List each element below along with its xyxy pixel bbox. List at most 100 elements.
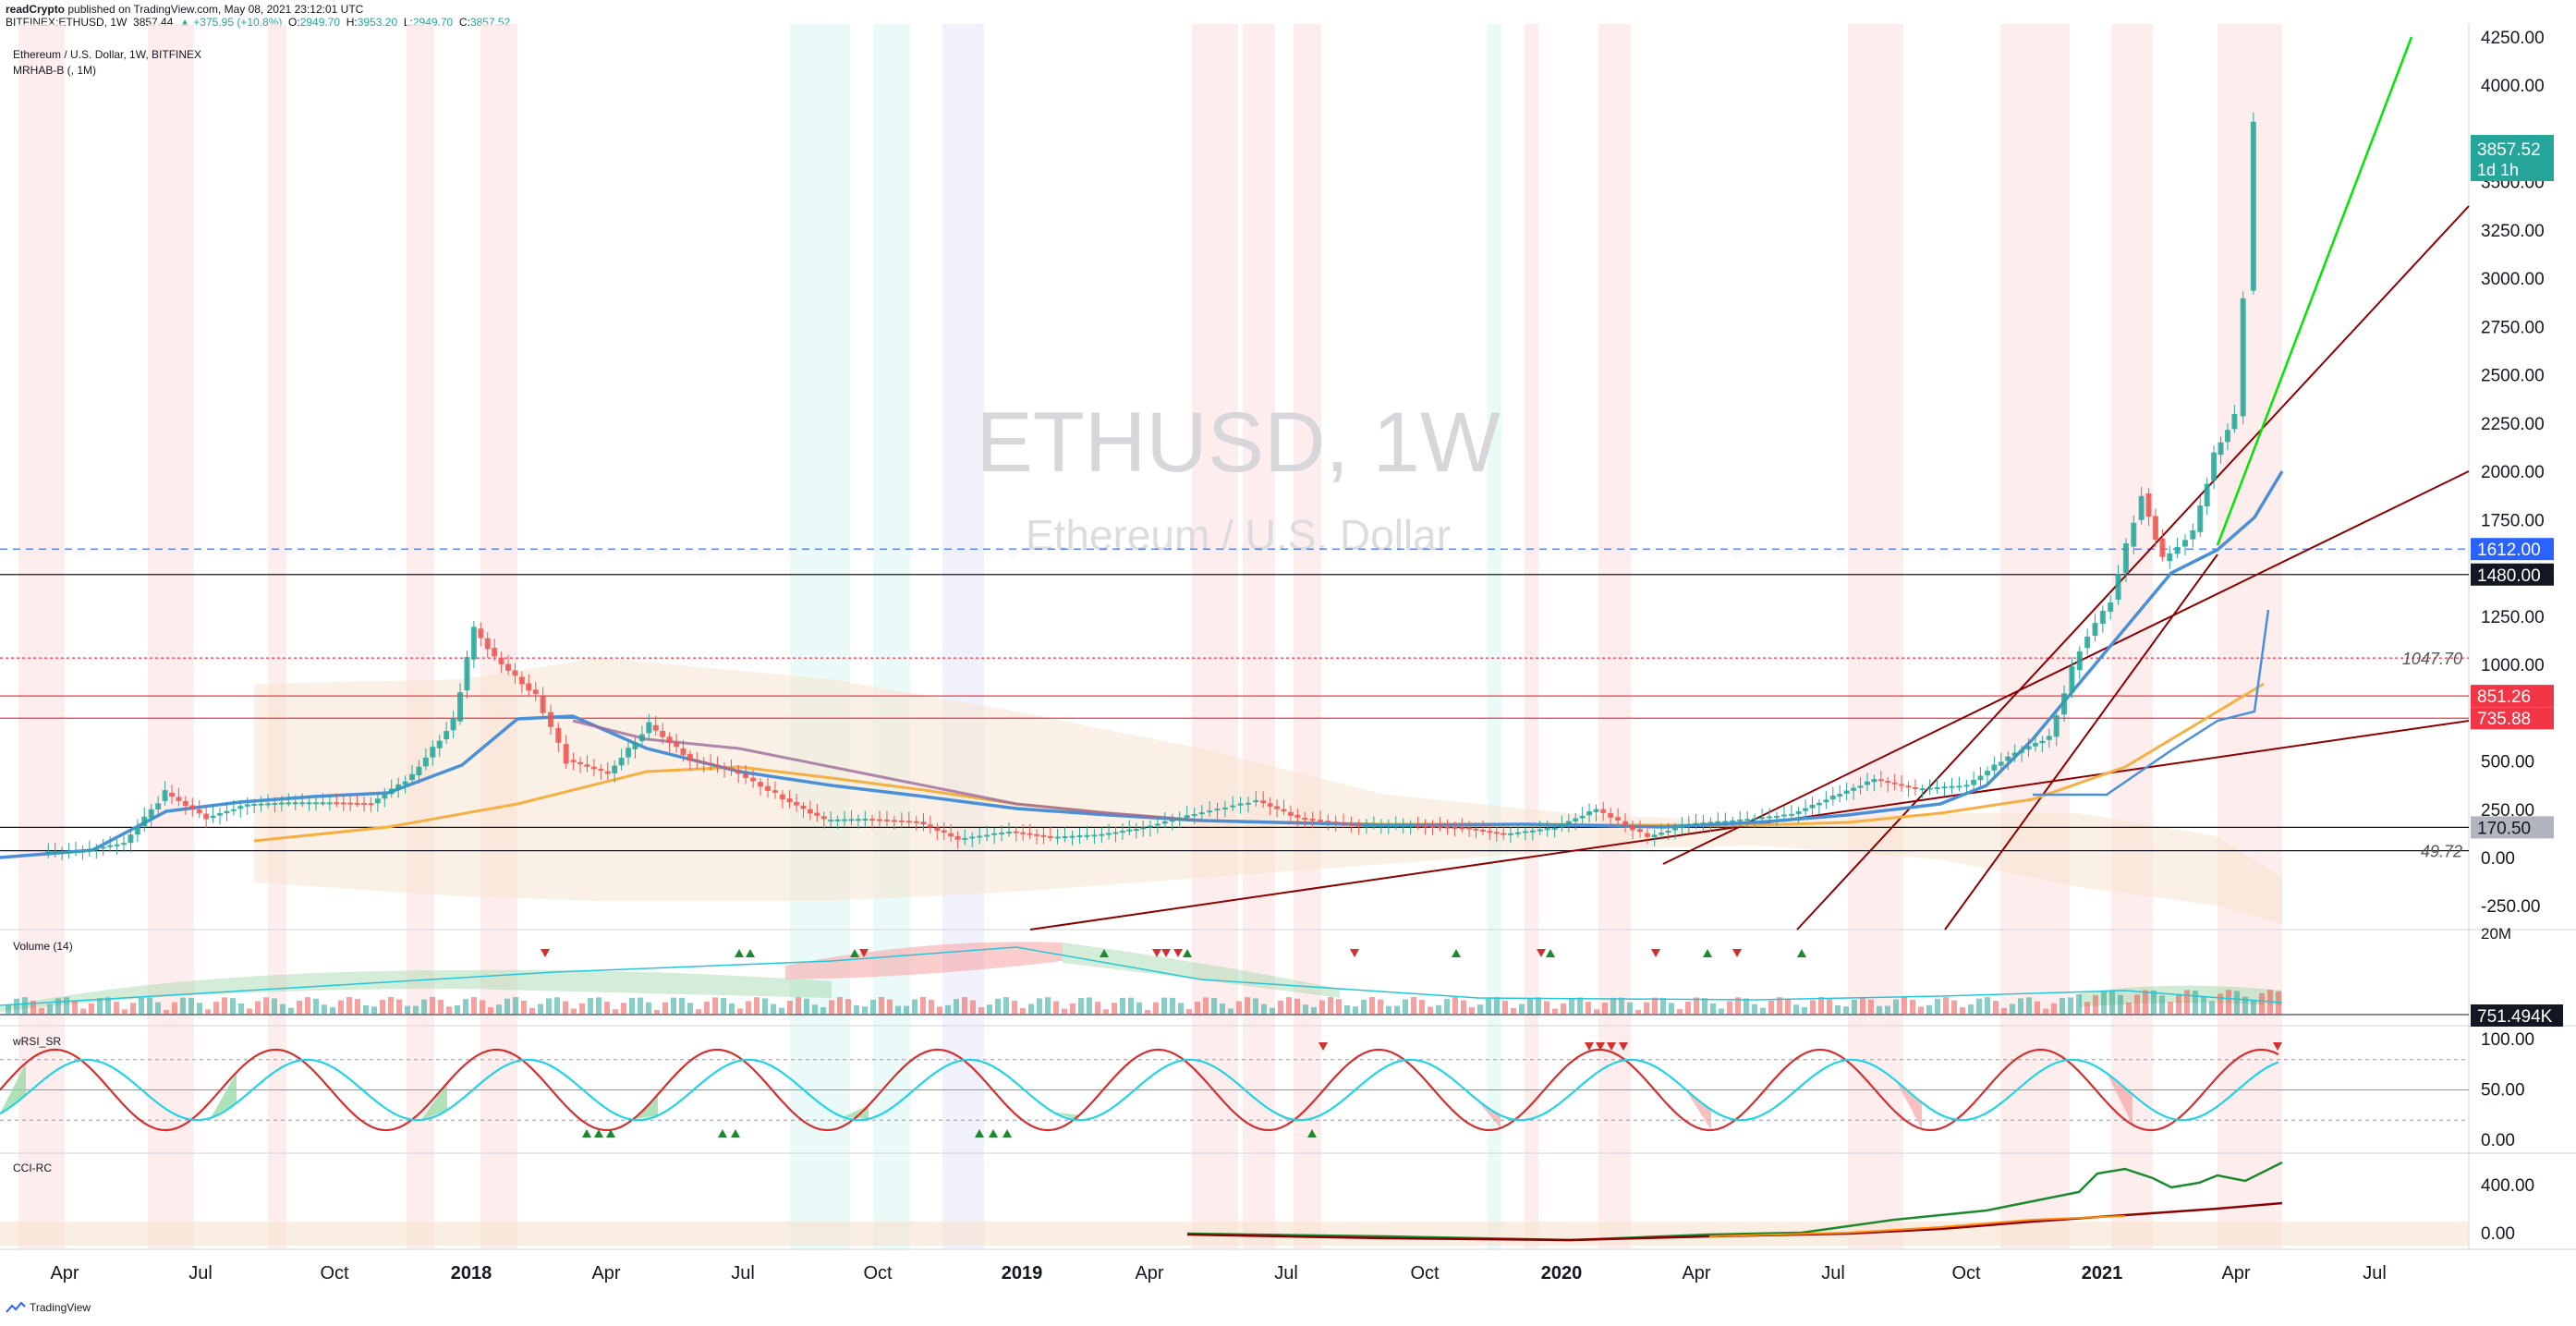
candle-body [244,804,250,807]
time-tick-label: Jul [731,1263,755,1283]
volume-bar [1028,1004,1034,1014]
volume-bar [55,998,61,1014]
time-tick-label: Oct [1951,1263,1981,1283]
volume-tick-label: 20M [2481,925,2511,943]
candle-body [1332,821,1339,824]
volume-bar [1552,1008,1558,1014]
candle-body [1963,785,1970,787]
candle-body [313,802,320,805]
volume-bar [1752,1004,1757,1014]
candle-body [532,689,539,694]
candle-body [913,821,919,823]
candle-body [2092,623,2098,637]
volume-bar [1810,1000,1816,1014]
volume-bar [288,1007,294,1014]
candle-body [230,809,237,811]
volume-bar [613,1009,618,1014]
volume-bar [754,997,759,1014]
candle-body [1823,799,1829,803]
volume-bar [1960,1007,1965,1014]
price-level-tag [2471,563,2554,586]
price-level-value: 49.72 [2421,843,2462,861]
volume-bar [297,1000,302,1014]
time-tick-label: Oct [863,1263,893,1283]
candle-body [196,809,202,814]
candle-body [1302,818,1308,821]
candle-body [680,748,687,756]
volume-bar [1253,998,1258,1014]
candle-body [1579,815,1586,819]
volume-bar [2051,1003,2057,1014]
time-tick-label: Jul [1821,1263,1845,1283]
volume-bar [2176,993,2181,1014]
volume-bar [787,1000,793,1014]
candle-body [1126,829,1133,832]
volume-bar [937,1006,942,1014]
price-tick-label: 2250.00 [2481,415,2545,434]
candle-body [1069,835,1075,838]
volume-bar [1361,999,1367,1014]
candle-body [1722,821,1729,823]
candle-body [570,760,577,762]
candle-body [1027,833,1033,835]
candle-body [1615,817,1622,821]
candle-body [182,800,188,807]
volume-bar [1053,1001,1059,1014]
volume-bar [1951,1000,1957,1014]
volume-pane: Volume (14) 20M 751.494K [0,925,2563,1027]
candle-body [1378,825,1384,828]
rsi-ribbon [1053,1112,1079,1121]
volume-bar [2234,991,2240,1014]
volume-bar [305,997,310,1014]
candle-body [1991,764,1998,771]
candle-body [114,844,120,846]
rsi-title: wRSI_SR [12,1035,61,1048]
volume-bar [779,1007,784,1014]
rsi-line-cyan [0,1058,2279,1122]
candle-body [251,804,258,807]
price-axis: 4250.004000.003500.003250.003000.002750.… [2481,29,2545,917]
candle-body [1169,820,1175,822]
volume-bar [1477,1004,1483,1014]
volume-bar [139,997,144,1014]
volume-bar [1818,997,1824,1014]
volume-bar [2093,995,2098,1014]
volume-bar [247,1008,252,1014]
volume-signal-marker [1537,949,1546,957]
candle-body [652,724,659,731]
cci-tick-label: 400.00 [2481,1176,2534,1196]
candle-body [687,754,693,761]
candle-body [604,771,611,774]
candle-body [1559,824,1565,828]
candle-body [577,761,584,764]
rsi-tick-label: 0.00 [2481,1131,2515,1150]
candle-body [2138,495,2145,520]
footer-brand: TradingView [6,1301,91,1314]
volume-bar [1527,998,1533,1014]
candle-body [1400,825,1406,828]
candle-body [898,820,905,822]
candle-body [927,824,933,828]
ma-purple [572,719,1202,822]
volume-signal-marker [1452,949,1461,957]
candle-body [2076,651,2083,671]
volume-bar [1685,1001,1691,1014]
time-tick-label: 2021 [2082,1263,2123,1283]
volume-bar [1843,1006,1849,1014]
candle-body [1941,786,1948,789]
candle-body [1422,825,1428,828]
candle-body [224,810,230,814]
current-price-tag [2471,135,2554,181]
candle-body [52,851,58,854]
volume-bar [1677,1009,1683,1014]
candle-body [1573,818,1579,821]
volume-bar [2184,990,2190,1014]
time-tick-label: Apr [591,1263,620,1283]
candle-body [340,802,346,805]
volume-bar [2151,990,2157,1014]
candle-body [2005,756,2011,761]
cci-tick-label: 0.00 [2481,1224,2515,1244]
candle-body [148,809,154,819]
